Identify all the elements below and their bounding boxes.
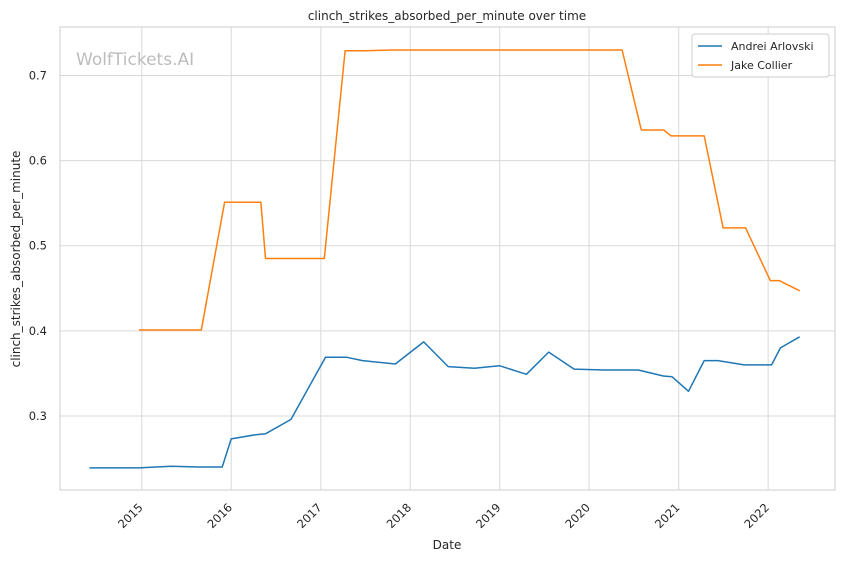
watermark-text: WolfTickets.AI: [76, 50, 194, 70]
x-tick-label: 2020: [562, 500, 593, 531]
y-tick-label: 0.6: [29, 154, 47, 168]
x-tick-label: 2015: [115, 500, 146, 531]
x-tick-label: 2017: [294, 500, 325, 531]
x-tick-label: 2016: [204, 500, 235, 531]
legend-label-andrei-arlovski: Andrei Arlovski: [731, 40, 814, 53]
x-axis-title: Date: [433, 538, 462, 552]
x-tick-label: 2022: [741, 500, 772, 531]
legend: Andrei Arlovski Jake Collier: [691, 33, 830, 78]
y-tick-label: 0.4: [29, 324, 47, 338]
y-tick-label: 0.7: [29, 69, 47, 83]
legend-label-jake-collier: Jake Collier: [730, 59, 793, 72]
x-tick-label: 2021: [652, 500, 683, 531]
series-line-andrei-arlovski: [89, 336, 801, 469]
series-line-jake-collier: [138, 49, 801, 331]
plot-frame: [59, 26, 836, 491]
x-tick-label: 2019: [473, 500, 504, 531]
series-lines: [89, 49, 801, 469]
legend-box: [691, 33, 830, 78]
chart-title: clinch_strikes_absorbed_per_minute over …: [308, 9, 586, 23]
plot-area-background: [60, 27, 835, 490]
y-axis-title: clinch_strikes_absorbed_per_minute: [9, 151, 23, 368]
x-tick-label: 2018: [384, 500, 415, 531]
y-tick-label: 0.5: [29, 239, 47, 253]
y-tick-label: 0.3: [29, 409, 47, 423]
